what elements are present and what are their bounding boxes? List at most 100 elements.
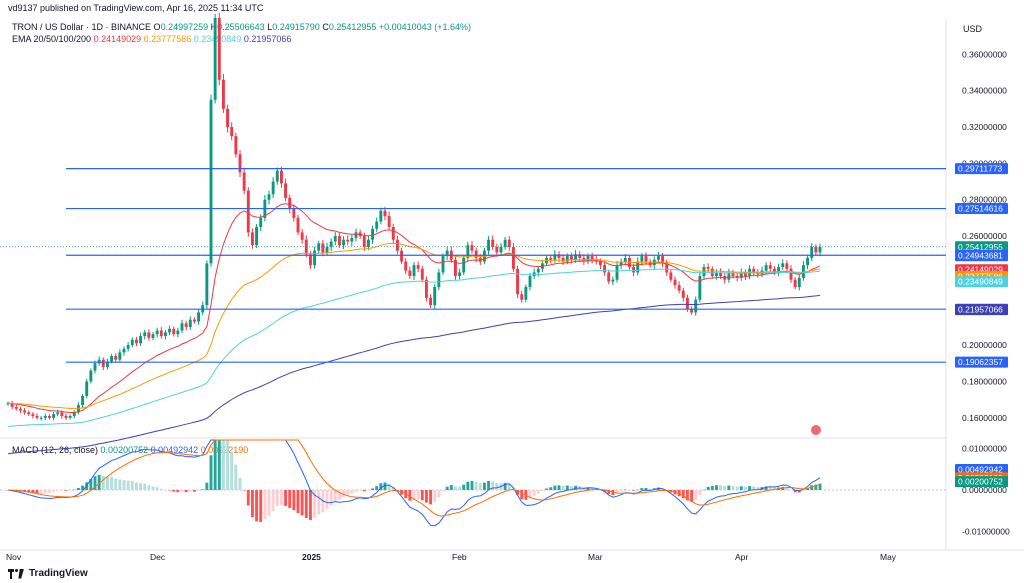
candle — [648, 261, 652, 266]
time-tick-label-2: 2025 — [302, 552, 321, 562]
macd-line — [7, 439, 821, 527]
candle — [698, 276, 702, 300]
macd-histogram-bar — [209, 455, 213, 490]
candle — [404, 261, 408, 271]
macd-histogram-bar — [213, 440, 217, 490]
candle — [242, 172, 246, 191]
macd-histogram-bar — [288, 490, 292, 508]
candle — [536, 268, 540, 273]
candle — [47, 416, 51, 418]
macd-histogram-bar — [449, 485, 453, 490]
candle — [81, 396, 85, 406]
candle — [308, 254, 312, 266]
candle — [557, 254, 561, 258]
symbol-title: TRON / US Dollar · 1D · BINANCE — [12, 22, 152, 32]
candle — [462, 257, 466, 273]
macd-histogram-bar — [586, 487, 590, 490]
macd-histogram-bar — [263, 490, 267, 519]
macd-histogram-bar — [296, 490, 300, 514]
macd-histogram-bar — [719, 485, 723, 490]
tradingview-footer[interactable]: TradingView — [8, 568, 88, 579]
macd-histogram-bar — [217, 440, 221, 490]
candle — [18, 408, 22, 411]
macd-histogram-bar — [598, 489, 602, 491]
candle — [362, 236, 366, 247]
candle — [122, 348, 126, 353]
macd-histogram-bar — [772, 487, 776, 490]
macd-histogram-bar — [259, 490, 263, 523]
candle — [578, 254, 582, 258]
candle — [623, 257, 627, 262]
candle — [764, 265, 768, 271]
candle — [781, 263, 785, 267]
macd-histogram-bar — [806, 488, 810, 490]
macd-histogram-bar — [632, 490, 636, 491]
macd-histogram-bar — [333, 490, 337, 502]
candle — [615, 265, 619, 280]
macd-histogram-bar — [47, 490, 51, 493]
price-tag-label-1: 0.24943681 — [958, 250, 1003, 260]
candle — [226, 108, 230, 128]
macd-histogram-bar — [474, 481, 478, 490]
candle — [342, 239, 346, 246]
macd-histogram-bar — [31, 490, 35, 494]
macd-histogram-bar — [714, 485, 718, 490]
candle — [739, 272, 743, 278]
macd-histogram-bar — [226, 440, 230, 490]
candle — [147, 332, 151, 338]
candle — [420, 268, 424, 280]
price-tag-1 — [955, 249, 1008, 261]
candle — [714, 272, 718, 277]
candle — [640, 256, 644, 262]
candle — [586, 256, 590, 262]
price-tick-label-10: 0.16000000 — [962, 413, 1007, 423]
macd-histogram-bar — [801, 490, 805, 491]
macd-histogram-bar — [433, 490, 437, 502]
ema200-value: 0.21957066 — [243, 34, 292, 44]
macd-histogram-bar — [163, 489, 167, 491]
macd-histogram-bar — [134, 482, 138, 490]
ema200-line — [7, 294, 821, 455]
candle — [673, 279, 677, 286]
macd-histogram-bar — [383, 482, 387, 490]
macd-histogram-bar — [350, 490, 354, 494]
candle — [424, 279, 428, 298]
candle — [743, 272, 747, 277]
macd-histogram-bar — [752, 486, 756, 490]
ohlc-low: 0.24915790 — [272, 22, 320, 32]
ema-legend[interactable]: EMA 20/50/100/200 0.24149029 0.23777586 … — [12, 34, 291, 44]
macd-histogram-bar — [284, 490, 288, 506]
event-flag-icon — [811, 425, 821, 435]
candle — [31, 414, 35, 417]
candle — [636, 261, 640, 273]
candle — [180, 323, 184, 331]
candle — [619, 261, 623, 266]
candle — [656, 256, 660, 260]
candle — [632, 266, 636, 273]
ohlc-open: 0.24997259 — [160, 22, 209, 32]
macd-histogram-bar — [101, 475, 105, 490]
candle — [681, 290, 685, 298]
macd-histogram-bar — [652, 488, 656, 490]
macd-histogram-bar — [710, 486, 714, 490]
macd-histogram-bar — [723, 485, 727, 490]
candle — [520, 294, 524, 300]
candle — [213, 18, 217, 100]
candle — [408, 270, 412, 277]
candle — [379, 210, 383, 222]
macd-histogram-bar — [184, 490, 188, 493]
candle — [114, 356, 118, 360]
signal-line — [7, 439, 821, 517]
candle — [250, 232, 254, 246]
macd-histogram-bar — [238, 477, 242, 490]
price-tag-label-0: 0.25412955 — [958, 242, 1003, 252]
price-tag-8 — [955, 203, 1008, 215]
macd-histogram-bar — [536, 490, 540, 494]
candle — [590, 256, 594, 260]
candle — [453, 259, 457, 277]
macd-histogram-bar — [462, 484, 466, 490]
macd-histogram-bar — [636, 489, 640, 491]
candle — [445, 250, 449, 257]
macd-histogram-bar — [60, 490, 64, 491]
